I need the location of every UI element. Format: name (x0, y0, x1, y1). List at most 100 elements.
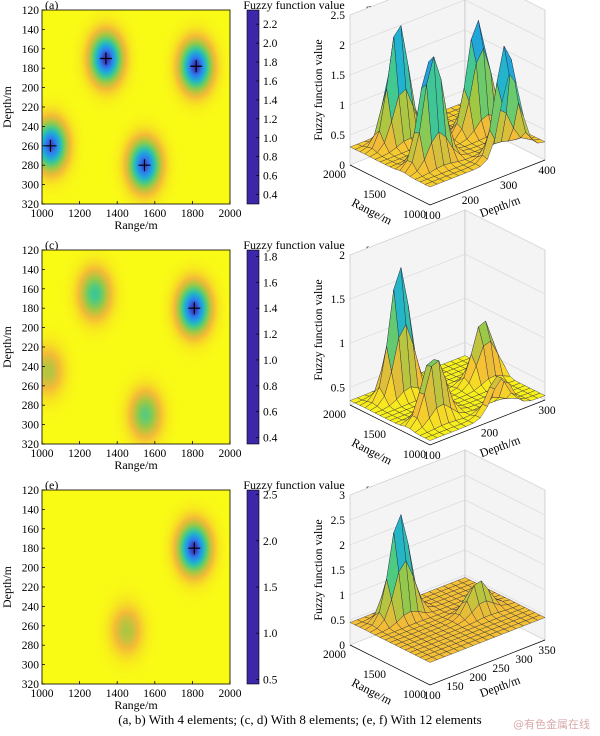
x-tick-label: 1600 (143, 208, 166, 220)
x-tick-label: 1800 (181, 688, 204, 700)
surface-panel-d: (d)0.511.52100015002000100200300Range/mD… (311, 209, 556, 468)
y-tick-label: 300 (22, 180, 40, 192)
colorbar-title: Fuzzy function value (243, 478, 344, 492)
y-tick-label: 150 (446, 681, 464, 693)
colorbar-tick-label: 1.0 (263, 355, 278, 367)
colorbar-tick-label: 0.8 (263, 381, 278, 393)
z-grid-line (349, 449, 546, 496)
x-tick-label: 1400 (106, 208, 129, 220)
x-tick-label: 1000 (403, 449, 426, 461)
base-axes (349, 639, 546, 686)
x-tick-label: 1800 (181, 208, 204, 220)
z-tick-label: 0.5 (331, 382, 346, 394)
colorbar-tick-label: 0.8 (263, 152, 278, 164)
y-tick-label: 180 (22, 303, 40, 315)
y-tick-label: 260 (22, 621, 40, 633)
y-axis-label: Depth/m (0, 85, 14, 128)
panel-label: (a) (45, 0, 58, 12)
z-tick-label: 1 (339, 100, 345, 112)
y-tick-label: 300 (515, 654, 533, 666)
colorbar-tick-label: 1.2 (263, 114, 278, 126)
z-tick-label: 1.5 (331, 70, 346, 82)
colorbar-tick-label: 0.4 (263, 190, 278, 202)
y-tick-label: 140 (22, 264, 40, 276)
z-tick-label: 3 (339, 490, 345, 502)
surface-facet (424, 656, 438, 663)
colorbar-tick-label: 1.0 (263, 628, 278, 640)
colorbar-tick-label: 2.2 (263, 19, 278, 31)
peak-marker (44, 139, 57, 152)
z-axis-label: Fuzzy function value (311, 519, 325, 620)
y-tick-label: 200 (469, 672, 487, 684)
x-tick-label: 2000 (219, 448, 242, 460)
x-tick-label: 1800 (181, 448, 204, 460)
surface-panel-f: (f)00.511.522.53100015002000100150200250… (311, 449, 556, 708)
x-tick-label: 2000 (219, 208, 242, 220)
y-axis-label: Depth/m (0, 565, 14, 608)
z-tick-label: 2 (339, 540, 345, 552)
colorbar-tick-label: 0.4 (263, 433, 278, 445)
x-tick-label: 1000 (31, 208, 54, 220)
y-tick-label: 320 (22, 679, 40, 691)
x-tick-label: 1400 (106, 448, 129, 460)
y-tick-label: 250 (492, 663, 510, 675)
y-tick-label: 100 (423, 450, 441, 462)
colorbar (246, 249, 260, 445)
z-tick-label: 1 (339, 338, 345, 350)
y-tick-label: 240 (22, 361, 40, 373)
x-tick-label: 1000 (403, 209, 426, 221)
colorbar-tick-label: 1.6 (263, 76, 278, 88)
z-axis-label: Fuzzy function value (311, 279, 325, 380)
z-axis-label: Fuzzy function value (311, 39, 325, 140)
surface-facet (424, 181, 438, 188)
y-tick-label: 320 (22, 199, 40, 211)
x-tick-label: 1500 (363, 189, 386, 201)
y-tick-label: 300 (538, 405, 556, 417)
z-grid-line (349, 297, 546, 344)
z-tick-label: 1.5 (331, 565, 346, 577)
x-tick-label: 2000 (219, 688, 242, 700)
x-tick-label: 1600 (143, 448, 166, 460)
z-tick-label: 0 (339, 160, 345, 172)
y-tick-label: 280 (22, 400, 40, 412)
z-tick-label: 2.5 (331, 10, 346, 22)
colorbar-tick-label: 1.8 (263, 251, 278, 263)
base-axes (349, 159, 546, 206)
x-tick-label: 1500 (363, 429, 386, 441)
y-tick-label: 240 (22, 601, 40, 613)
peak-marker (188, 302, 201, 315)
x-tick-label: 1400 (106, 688, 129, 700)
z-grid-line (349, 474, 546, 521)
heatmap-image (42, 490, 230, 684)
base-axes (349, 399, 546, 446)
y-tick-label: 350 (538, 645, 556, 657)
y-tick-label: 160 (22, 284, 40, 296)
z-tick-label: 0 (339, 640, 345, 652)
y-tick-label: 200 (22, 563, 40, 575)
colorbar-tick-label: 2.0 (263, 38, 278, 50)
y-axis-label: Depth/m (478, 193, 523, 221)
x-tick-label: 1200 (68, 688, 91, 700)
colorbar-tick-label: 2.5 (263, 490, 278, 502)
colorbar-tick-label: 1.8 (263, 57, 278, 69)
y-tick-label: 120 (22, 5, 40, 17)
y-tick-label: 240 (22, 121, 40, 133)
z-tick-label: 0.5 (331, 615, 346, 627)
z-grid-line (349, 253, 546, 300)
peak-marker (99, 52, 112, 65)
x-axis-label: Range/m (114, 698, 158, 712)
peak-marker (138, 159, 151, 172)
y-tick-label: 220 (22, 102, 40, 114)
x-tick-label: 1500 (363, 669, 386, 681)
x-axis-label: Range/m (114, 458, 158, 472)
colorbar-tick-label: 1.4 (263, 303, 278, 315)
colorbar-tick-label: 0.5 (263, 674, 278, 686)
colorbar-tick-label: 1.6 (263, 277, 278, 289)
z-tick-label: 1 (339, 590, 345, 602)
colorbar-tick-label: 2.0 (263, 536, 278, 548)
y-tick-label: 220 (22, 342, 40, 354)
y-tick-label: 200 (462, 195, 480, 207)
